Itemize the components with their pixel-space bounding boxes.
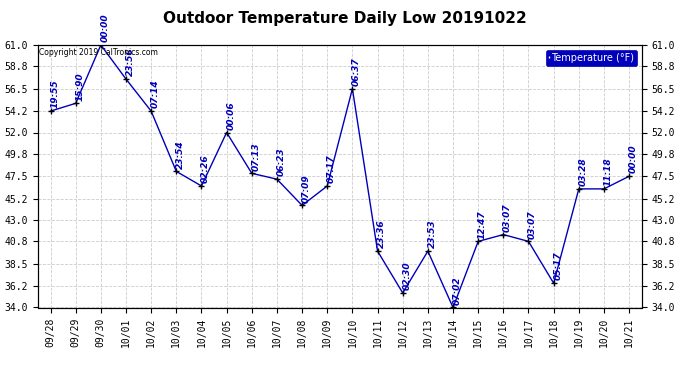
- Text: 19:55: 19:55: [50, 80, 59, 108]
- Text: 23:54: 23:54: [176, 140, 185, 169]
- Text: 23:53: 23:53: [428, 220, 437, 248]
- Text: 00:00: 00:00: [629, 145, 638, 174]
- Text: 05:17: 05:17: [553, 252, 562, 280]
- Text: 06:37: 06:37: [352, 57, 361, 86]
- Text: 00:00: 00:00: [101, 13, 110, 42]
- Text: 07:02: 07:02: [453, 276, 462, 305]
- Text: 07:09: 07:09: [302, 174, 310, 202]
- Text: Outdoor Temperature Daily Low 20191022: Outdoor Temperature Daily Low 20191022: [163, 11, 527, 26]
- Text: 23:36: 23:36: [377, 220, 386, 248]
- Text: 07:13: 07:13: [251, 142, 260, 171]
- Text: 07:14: 07:14: [151, 80, 160, 108]
- Text: 03:07: 03:07: [503, 203, 512, 232]
- Text: 11:18: 11:18: [604, 158, 613, 186]
- Text: 07:17: 07:17: [327, 154, 336, 183]
- Legend: Temperature (°F): Temperature (°F): [546, 50, 637, 66]
- Text: 02:26: 02:26: [201, 154, 210, 183]
- Text: 03:07: 03:07: [528, 210, 537, 238]
- Text: 00:06: 00:06: [226, 101, 235, 130]
- Text: 15:90: 15:90: [75, 72, 84, 100]
- Text: 06:23: 06:23: [277, 148, 286, 176]
- Text: 02:30: 02:30: [402, 261, 411, 290]
- Text: 12:47: 12:47: [478, 210, 487, 238]
- Text: 23:56: 23:56: [126, 48, 135, 76]
- Text: Copyright 2019 CalTronics.com: Copyright 2019 CalTronics.com: [39, 48, 158, 57]
- Text: 03:28: 03:28: [578, 158, 587, 186]
